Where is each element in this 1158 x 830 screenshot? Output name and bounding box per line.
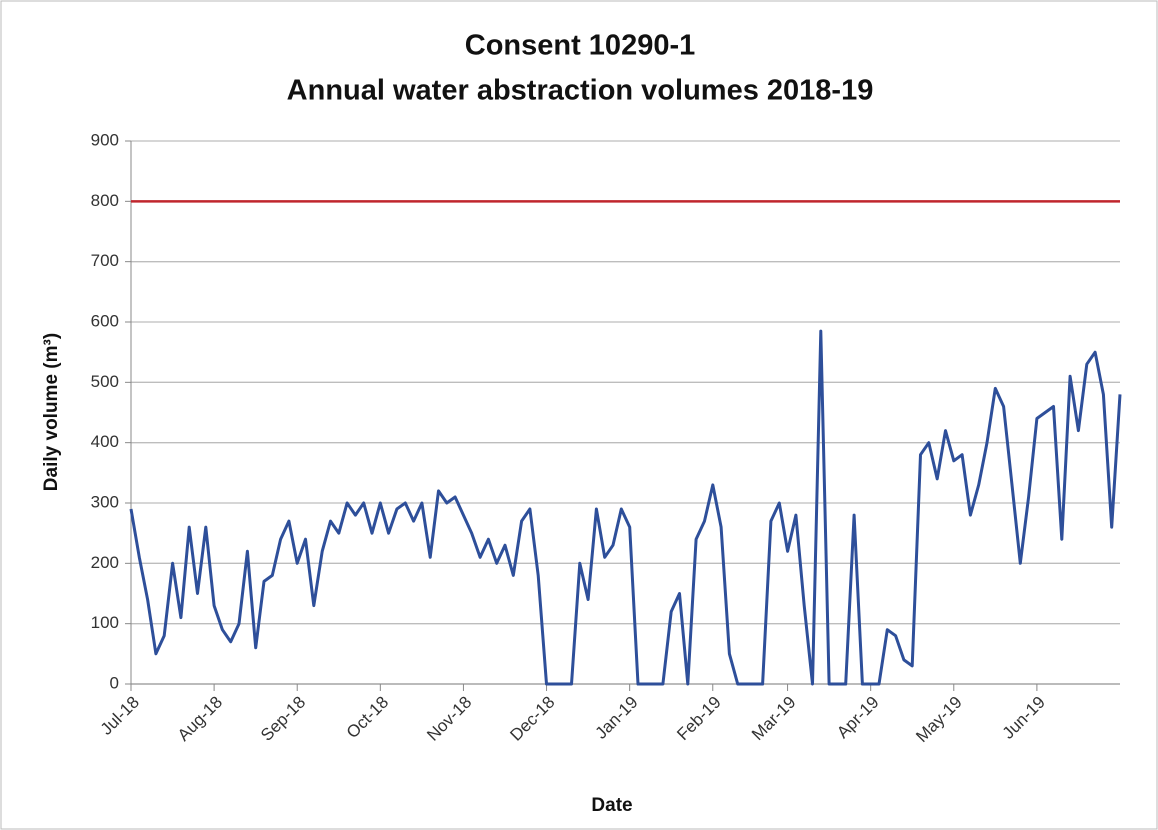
y-tick-label: 0 xyxy=(110,673,119,692)
data-line xyxy=(129,329,1122,686)
y-tick-label: 800 xyxy=(91,191,119,210)
y-tick-label: 700 xyxy=(91,251,119,270)
y-tick-label: 300 xyxy=(91,492,119,511)
y-tick-label: 100 xyxy=(91,613,119,632)
y-tick-label: 200 xyxy=(91,553,119,572)
chart-subtitle: Annual water abstraction volumes 2018-19 xyxy=(287,75,874,107)
y-tick-label: 400 xyxy=(91,432,119,451)
y-tick-label: 600 xyxy=(91,311,119,330)
y-axis-title: Daily volume (m³) xyxy=(41,333,62,491)
chart-title: Consent 10290-1 xyxy=(465,30,696,62)
y-tick-label: 500 xyxy=(91,372,119,391)
y-tick-label: 900 xyxy=(91,130,119,149)
x-axis-title: Date xyxy=(591,795,632,816)
